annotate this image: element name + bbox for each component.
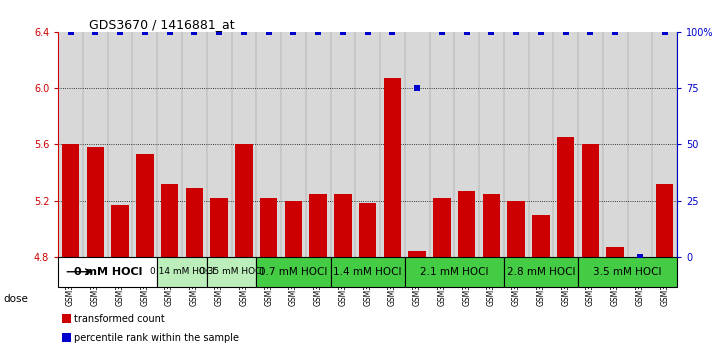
Text: dose: dose <box>4 294 28 304</box>
Bar <box>458 191 475 257</box>
Text: transformed count: transformed count <box>74 314 165 324</box>
Bar <box>285 200 302 257</box>
Bar <box>483 194 500 257</box>
Text: 1.4 mM HOCl: 1.4 mM HOCl <box>333 267 402 277</box>
Bar <box>186 188 203 257</box>
Point <box>312 29 324 35</box>
Text: 0.14 mM HOCl: 0.14 mM HOCl <box>149 267 215 276</box>
Text: 0 mM HOCl: 0 mM HOCl <box>74 267 142 277</box>
Bar <box>309 194 327 257</box>
Point <box>164 29 175 35</box>
Bar <box>578 257 677 287</box>
Point <box>510 29 522 35</box>
Bar <box>334 194 352 257</box>
Point <box>65 29 76 35</box>
Bar <box>433 198 451 257</box>
Bar <box>384 78 401 257</box>
Point <box>139 29 151 35</box>
Bar <box>235 144 253 257</box>
Bar <box>62 144 79 257</box>
Bar <box>504 257 578 287</box>
Text: 3.5 mM HOCl: 3.5 mM HOCl <box>593 267 662 277</box>
Point <box>411 85 423 91</box>
Point <box>337 29 349 35</box>
Point <box>263 29 274 35</box>
Text: 2.1 mM HOCl: 2.1 mM HOCl <box>420 267 488 277</box>
Point <box>387 29 398 35</box>
Bar <box>161 184 178 257</box>
Bar <box>408 251 426 257</box>
Bar <box>87 147 104 257</box>
Text: 2.8 mM HOCl: 2.8 mM HOCl <box>507 267 575 277</box>
Point <box>486 29 497 35</box>
Bar <box>557 137 574 257</box>
Bar <box>58 257 157 287</box>
Point <box>461 29 472 35</box>
Point <box>90 29 101 35</box>
Bar <box>157 257 207 287</box>
Text: GDS3670 / 1416881_at: GDS3670 / 1416881_at <box>90 18 235 31</box>
Point <box>213 29 225 35</box>
Bar <box>331 257 405 287</box>
Point <box>238 29 250 35</box>
Text: 0.7 mM HOCl: 0.7 mM HOCl <box>259 267 328 277</box>
Bar <box>260 198 277 257</box>
Point <box>189 29 200 35</box>
Point <box>114 29 126 35</box>
Point <box>436 29 448 35</box>
Bar <box>210 198 228 257</box>
Bar <box>359 203 376 257</box>
Point <box>560 29 571 35</box>
Bar <box>656 184 673 257</box>
Bar <box>405 257 504 287</box>
Bar <box>111 205 129 257</box>
Bar <box>507 200 525 257</box>
Point <box>659 29 670 35</box>
Text: 0.35 mM HOCl: 0.35 mM HOCl <box>199 267 264 276</box>
Bar <box>582 144 599 257</box>
Point <box>362 29 373 35</box>
Point <box>609 29 621 35</box>
Bar <box>606 247 624 257</box>
Bar <box>532 215 550 257</box>
Point <box>634 254 646 259</box>
Bar <box>256 257 331 287</box>
Bar <box>136 154 154 257</box>
Point <box>585 29 596 35</box>
Bar <box>207 257 256 287</box>
Point <box>288 29 299 35</box>
Text: percentile rank within the sample: percentile rank within the sample <box>74 333 240 343</box>
Point <box>535 29 547 35</box>
